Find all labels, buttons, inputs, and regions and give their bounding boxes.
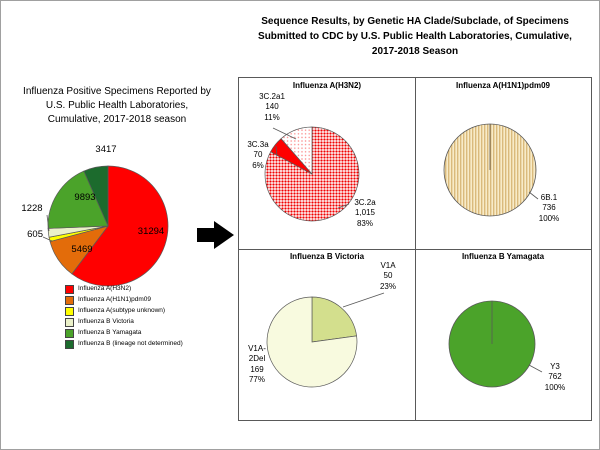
- quadrant-title: Influenza A(H3N2): [292, 81, 362, 90]
- pie-slice: [280, 126, 313, 175]
- legend-item: Influenza A(subtype unknown): [65, 307, 183, 316]
- slice-label-v1a: V1A 50 23%: [379, 261, 396, 291]
- legend-item: Influenza A(H3N2): [65, 285, 183, 294]
- legend-item: Influenza B (lineage not determined): [65, 340, 183, 349]
- legend-label: Influenza A(H1N1)pdm09: [78, 296, 151, 304]
- arrow-icon: [197, 221, 234, 249]
- pie-slices-group: [443, 123, 537, 217]
- pie-slices-group: [264, 126, 360, 222]
- quadrant-title: Influenza B Yamagata: [461, 252, 545, 261]
- slice-label-6b1: 6B.1 736 100%: [538, 193, 560, 223]
- b-yamagata-pie-chart: [448, 300, 543, 388]
- quadrant-h3n2: Influenza A(H3N2) 3C.2a1 140 11% 3C.3a 7…: [239, 78, 415, 249]
- pie-slice: [311, 296, 357, 343]
- quadrant-b-yamagata: Influenza B Yamagata Y3 762 100%: [415, 249, 591, 420]
- left-chart-title: Influenza Positive Specimens Reported by…: [23, 86, 211, 125]
- overall-pie-chart: [42, 165, 169, 287]
- pie-slice: [83, 165, 109, 227]
- legend-swatch: [65, 285, 74, 294]
- data-label-b-victoria: 1228: [21, 203, 43, 214]
- legend-swatch: [65, 296, 74, 305]
- data-label-h3n2: 31294: [137, 226, 165, 237]
- leader-line: [528, 364, 543, 373]
- leader-line: [528, 191, 539, 200]
- h1n1-pie-chart: [443, 123, 539, 217]
- legend-item: Influenza B Yamagata: [65, 329, 183, 338]
- h3n2-pie-chart: [264, 126, 360, 222]
- legend: Influenza A(H3N2) Influenza A(H1N1)pdm09…: [65, 285, 183, 351]
- slice-label-v1a-2del: V1A- 2Del 169 77%: [248, 344, 266, 385]
- legend-swatch: [65, 340, 74, 349]
- legend-label: Influenza B Yamagata: [78, 329, 142, 337]
- legend-swatch: [65, 329, 74, 338]
- data-label-b-lineage-nd: 3417: [95, 144, 117, 155]
- slice-label-3c2a1: 3C.2a1 140 11%: [259, 92, 285, 122]
- pie-slices-group: [266, 296, 358, 388]
- data-label-b-yamagata: 9893: [74, 192, 96, 203]
- data-label-subtype-unknown: 605: [27, 229, 43, 240]
- legend-item: Influenza B Victoria: [65, 318, 183, 327]
- leader-line: [275, 145, 278, 157]
- legend-label: Influenza B (lineage not determined): [78, 340, 183, 348]
- panel-divider-horizontal: [239, 249, 591, 250]
- pie-slice: [266, 296, 358, 388]
- data-label-h1n1: 5469: [71, 244, 93, 255]
- legend-label: Influenza A(H3N2): [78, 285, 132, 293]
- b-victoria-pie-chart: [266, 292, 385, 388]
- leader-line: [272, 127, 297, 140]
- legend-label: Influenza A(subtype unknown): [78, 307, 166, 315]
- quadrant-title: Influenza A(H1N1)pdm09: [456, 81, 550, 90]
- leader-line: [46, 214, 50, 232]
- quadrant-b-victoria: Influenza B Victoria V1A 50 23% V1A- 2De…: [239, 249, 415, 420]
- sequence-panel-title: Sequence Results, by Genetic HA Clade/Su…: [258, 16, 572, 57]
- leader-line: [342, 292, 385, 308]
- slice-label-y3: Y3 762 100%: [544, 362, 566, 392]
- pie-slices-group: [448, 300, 536, 388]
- leader-line: [337, 203, 350, 209]
- legend-item: Influenza A(H1N1)pdm09: [65, 296, 183, 305]
- slice-label-3c3a: 3C.3a 70 6%: [247, 140, 269, 170]
- pie-slices-group: [47, 165, 169, 287]
- legend-swatch: [65, 318, 74, 327]
- quadrant-title: Influenza B Victoria: [289, 252, 365, 261]
- leader-line: [42, 236, 53, 242]
- legend-swatch: [65, 307, 74, 316]
- quadrant-h1n1pdm09: Influenza A(H1N1)pdm09 6B.1 736 100%: [415, 78, 591, 249]
- pie-slice: [71, 165, 169, 287]
- slice-label-3c2a: 3C.2a 1,015 83%: [354, 198, 376, 228]
- pie-slice: [264, 126, 360, 222]
- sequence-panel: Influenza A(H3N2) 3C.2a1 140 11% 3C.3a 7…: [238, 77, 592, 421]
- legend-label: Influenza B Victoria: [78, 318, 134, 326]
